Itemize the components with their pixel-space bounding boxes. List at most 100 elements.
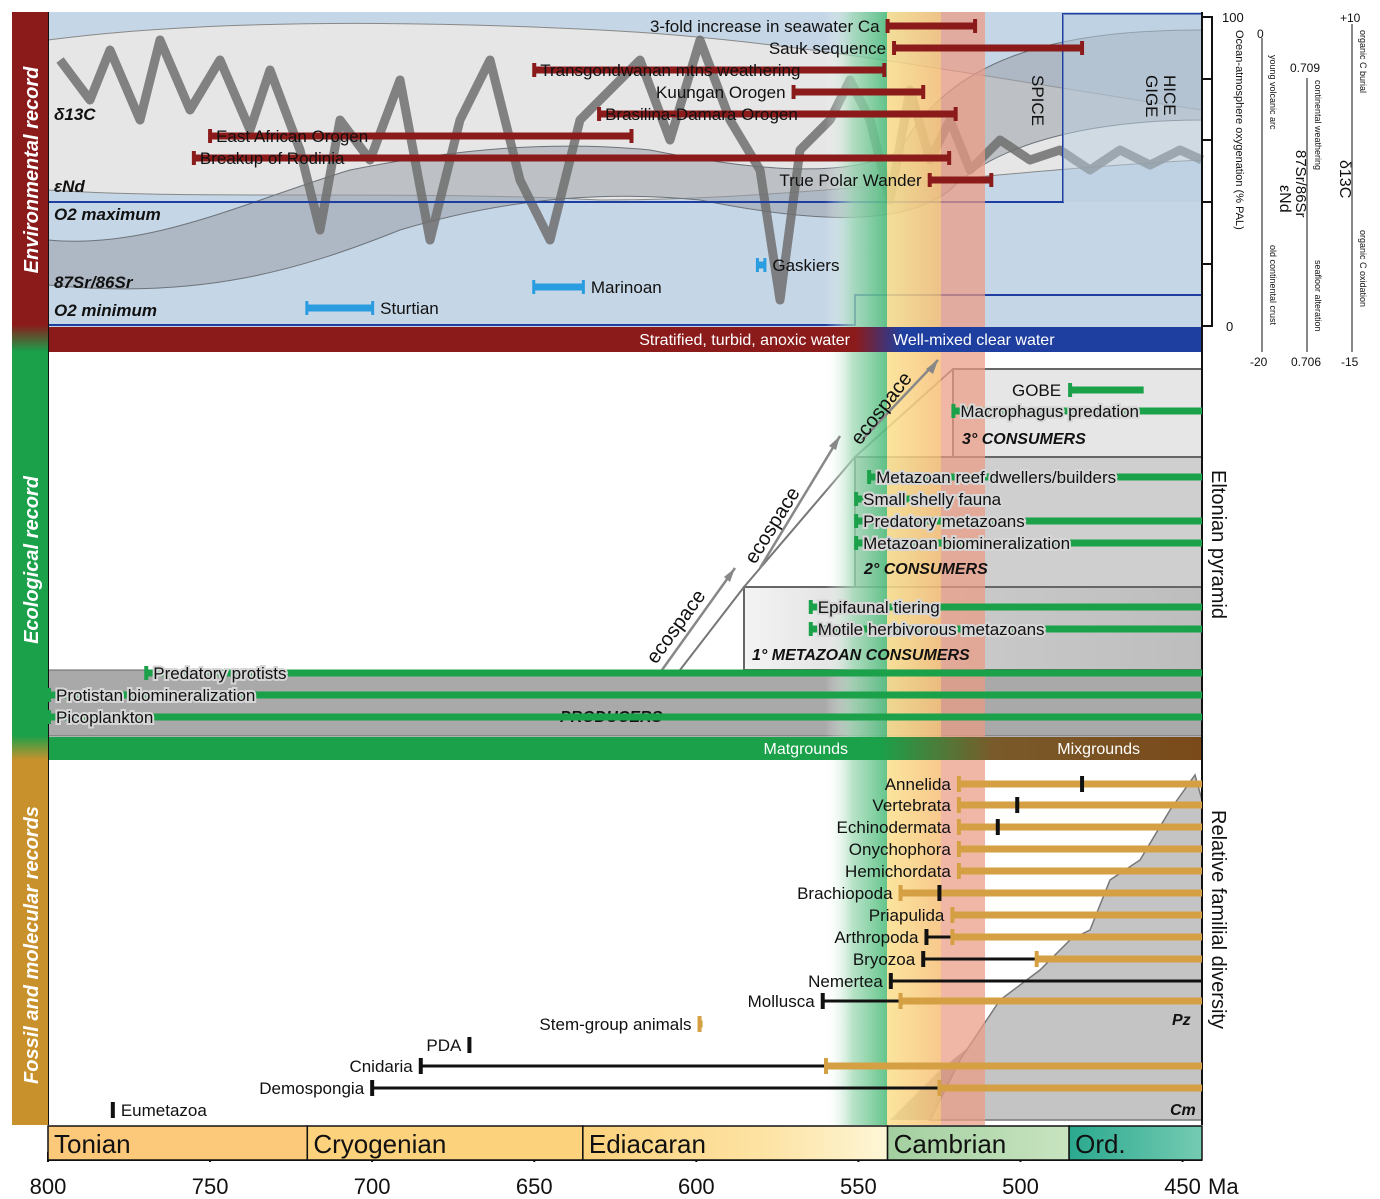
glaciation-cap-end-sturtian [371,301,375,315]
sr-tick-bottom: 0.706 [1291,355,1321,369]
event-cap-start-brasilina-damara-orogen [597,107,602,121]
molecular-tick-cnidaria [418,1058,423,1074]
period-bar: Tonian Cryogenian Ediacaran Cambrian Ord. [47,1125,1203,1161]
side-bar-fossil [12,760,48,1125]
chart-marks: 3-fold increase in seawater Ca Sauk seque… [47,17,1202,1120]
fossil-cap-mollusca [898,993,903,1009]
o2-axis-ticks [1202,16,1212,327]
eltonian-pyramid-label: Eltonian pyramid [1207,470,1229,619]
range-cap-gobe [1068,383,1073,397]
event-cap-end-kuungan-orogen [921,85,926,99]
x-axis-label: Ma [1208,1174,1239,1199]
taxon-label-bryozoa: Bryozoa [853,950,916,969]
x-tick-label-500: 500 [1002,1174,1039,1199]
event-cap-start-transgondwanan-mtns-weathering [532,63,537,77]
side-label-fossil: Fossil and molecular records [21,806,43,1084]
event-label-kuungan-orogen: Kuungan Orogen [656,83,786,102]
c-tick-bottom: -15 [1341,355,1359,369]
substrate-bar-left: Matgrounds [764,741,849,758]
range-label-predatory-protists: Predatory protists [153,664,286,683]
glaciation-cap-start-marinoan [532,280,536,294]
tier-secondary: 2° CONSUMERS [863,561,988,578]
o2-high-box [1063,14,1202,202]
range-label-picoplankton: Picoplankton [56,708,153,727]
fossil-cap-vertebrata [956,797,961,813]
glaciation-label-sturtian: Sturtian [380,299,439,318]
period-label-ord: Ord. [1075,1129,1126,1159]
water-bar [48,327,1202,352]
period-ediacaran [582,1125,889,1161]
event-label-breakup-of-rodinia: Breakup of Rodinia [200,149,345,168]
fossil-cap-stem-group-animals [697,1016,702,1032]
range-cap-epifaunal-tiering [808,600,813,614]
molecular-tick-echinodermata [995,819,1000,835]
taxon-label-nemertea: Nemertea [808,972,883,991]
taxon-label-vertebrata: Vertebrata [872,796,951,815]
green-time-band [825,12,887,1125]
diversity-label: Relative familial diversity [1207,810,1229,1029]
sr-axis-label: 87Sr/86Sr [1292,150,1309,218]
event-cap-start-kuungan-orogen [791,85,796,99]
end-tick-bottom: -20 [1250,355,1268,369]
molecular-tick-mollusca [820,993,825,1009]
taxon-label-echinodermata: Echinodermata [837,818,952,837]
fossil-cap-demospongia [937,1080,942,1096]
glaciation-label-gaskiers: Gaskiers [772,256,839,275]
fossil-cap-hemichordata [956,863,961,879]
d13c-curve [56,35,1204,305]
period-label-cambrian: Cambrian [894,1129,1007,1159]
side-label-ecological: Ecological record [21,475,43,644]
event-label-transgondwanan-mtns-weathering: Transgondwanan mtns weathering [540,61,800,80]
substrate-bar [48,737,1202,760]
molecular-tick-bryozoa [921,951,926,967]
range-label-small-shelly-fauna: Small shelly fauna [863,490,1002,509]
fossil-cap-brachiopoda [898,885,903,901]
range-label-predatory-metazoans: Predatory metazoans [863,512,1025,531]
molecular-tick-demospongia [370,1080,375,1096]
end-top-note: young volcanic arc [1268,55,1278,130]
range-label-epifaunal-tiering: Epifaunal tiering [818,598,940,617]
fossil-cap-onychophora [956,841,961,857]
x-tick-label-450: 450 [1164,1174,1201,1199]
period-label-ediacaran: Ediacaran [589,1129,706,1159]
taxon-label-onychophora: Onychophora [849,840,952,859]
taxon-label-pda: PDA [426,1036,462,1055]
series-label-o2min: O2 minimum [54,301,157,320]
taxon-label-priapulida: Priapulida [869,906,945,925]
event-cap-start-sauk-sequence [892,41,897,55]
taxon-label-arthropoda: Arthropoda [834,928,919,947]
glaciation-cap-end-gaskiers [763,258,767,272]
molecular-tick-brachiopoda [937,885,942,901]
event-label-3-fold-increase-in-seawater-ca: 3-fold increase in seawater Ca [650,17,880,36]
range-label-macrophagus-predation: Macrophagus predation [960,402,1139,421]
range-label-metazoan-reef-dwellers-builders: Metazoan reef dwellers/builders [876,468,1116,487]
series-label-d13c: δ13C [54,105,96,124]
series-label-sr: 87Sr/86Sr [54,273,134,292]
event-cap-end-3-fold-increase-in-seawater-ca [973,19,978,33]
taxon-label-brachiopoda: Brachiopoda [797,884,893,903]
range-cap-motile-herbivorous-metazoans [808,622,813,636]
event-label-true-polar-wander: True Polar Wander [779,171,922,190]
period-label-tonian: Tonian [54,1129,131,1159]
event-label-brasilina-damara-orogen: Brasilina-Damara Orogen [605,105,798,124]
o2-tick-100: 100 [1222,10,1244,25]
event-hice: HICE [1160,75,1179,116]
glaciation-cap-end-marinoan [581,280,585,294]
sr-top-note: continental weathering [1313,80,1323,170]
range-label-motile-herbivorous-metazoans: Motile herbivorous metazoans [818,620,1045,639]
molecular-tick-pda [467,1037,472,1053]
curve-label-cm: Cm [1170,1102,1196,1119]
range-cap-metazoan-reef-dwellers-builders [867,470,872,484]
water-bar-left: Stratified, turbid, anoxic water [639,332,850,349]
yellow-time-band [887,12,941,1125]
curve-label-pz: Pz [1172,1012,1191,1029]
event-cap-end-brasilina-damara-orogen [953,107,958,121]
molecular-tick-eumetazoa [110,1102,115,1118]
glaciation-cap-start-sturtian [305,301,309,315]
period-ord [1068,1125,1203,1161]
event-cap-start-east-african-orogen [208,129,213,143]
end-axis-label: εNd [1276,185,1293,213]
range-cap-metazoan-biomineralization [854,536,859,550]
molecular-tick-annelida [1080,776,1085,792]
tier-primary: 1° METAZOAN CONSUMERS [752,647,970,664]
